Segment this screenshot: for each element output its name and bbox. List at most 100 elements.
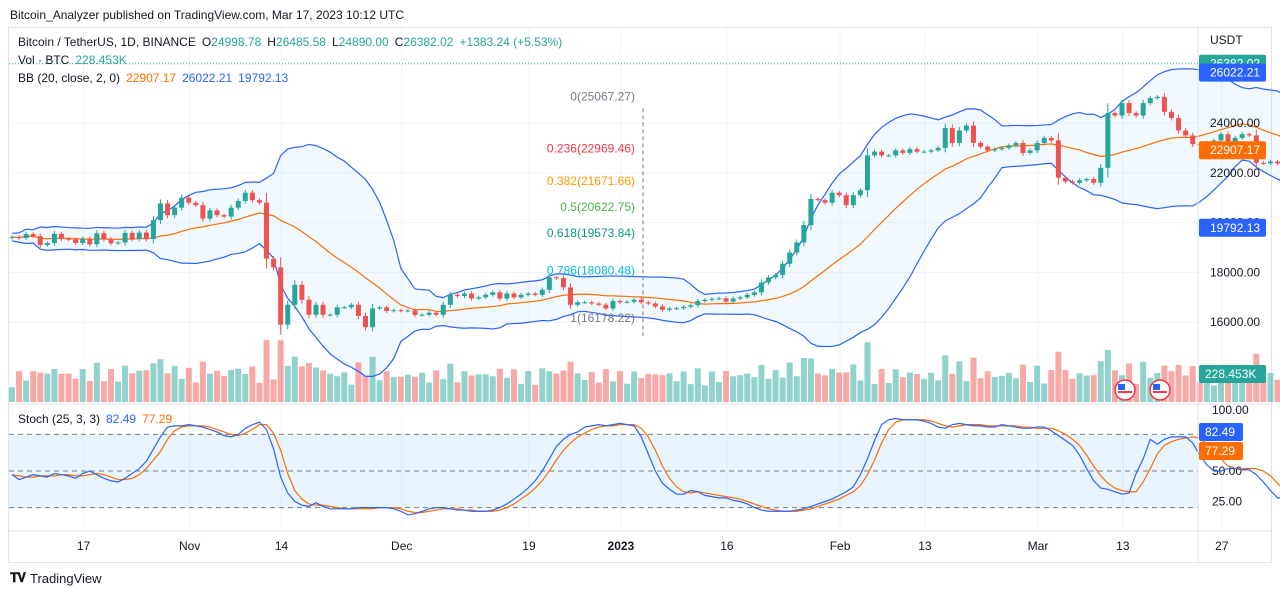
volume-bar bbox=[16, 371, 23, 402]
stoch-k-axis-badge bbox=[1199, 423, 1243, 441]
volume-bar bbox=[468, 375, 475, 402]
candle-body bbox=[624, 301, 630, 303]
candle-body bbox=[758, 282, 764, 293]
bb-upper-line bbox=[11, 68, 1280, 299]
volume-bar bbox=[199, 361, 206, 402]
candle-body bbox=[1070, 181, 1075, 183]
volume-bar bbox=[79, 368, 86, 402]
candle-body bbox=[370, 308, 376, 328]
candle-body bbox=[525, 293, 531, 295]
volume-bar bbox=[716, 382, 722, 402]
candle-body bbox=[1041, 137, 1047, 143]
candle-body bbox=[801, 225, 807, 243]
volume-axis-label: 228.453K bbox=[1205, 367, 1256, 381]
bb-lower-value: 19792.13 bbox=[238, 71, 289, 85]
volume-bar bbox=[482, 374, 489, 402]
us-flag-stripe bbox=[1153, 391, 1167, 393]
volume-bar bbox=[1182, 375, 1189, 402]
change-value: +1383.24 (+5.53%) bbox=[459, 35, 563, 49]
volume-bar bbox=[1168, 371, 1175, 402]
volume-bar bbox=[503, 377, 510, 402]
candle-body bbox=[1013, 142, 1019, 146]
volume-bar bbox=[1133, 383, 1140, 402]
volume-bar bbox=[228, 369, 235, 402]
candle-body bbox=[942, 127, 948, 148]
volume-bar bbox=[496, 368, 503, 402]
volume-bar bbox=[1267, 372, 1274, 402]
bb-lower-axis-badge bbox=[1199, 218, 1266, 237]
volume-bar bbox=[659, 375, 666, 402]
price-tick-label: 18000.00 bbox=[1210, 265, 1260, 279]
volume-bar bbox=[214, 370, 221, 402]
volume-bar bbox=[680, 371, 687, 402]
candle-body bbox=[1084, 179, 1090, 181]
volume-bar bbox=[723, 371, 730, 402]
volume-bar bbox=[546, 371, 553, 402]
candle-body bbox=[667, 308, 673, 310]
candle-body bbox=[681, 306, 687, 309]
fib-level-label: 1(16178.22) bbox=[570, 311, 635, 325]
candle-body bbox=[808, 198, 814, 226]
volume-bar bbox=[206, 373, 213, 402]
candle-body bbox=[1006, 145, 1012, 148]
candle-body bbox=[850, 195, 856, 206]
candle-body bbox=[794, 242, 800, 253]
candle-body bbox=[419, 314, 425, 316]
candle-body bbox=[9, 237, 15, 239]
fib-level-label: 0.618(19573.84) bbox=[547, 226, 635, 240]
candle-body bbox=[617, 301, 623, 303]
candle-body bbox=[1055, 140, 1061, 178]
volume-bar bbox=[341, 372, 348, 402]
candle-body bbox=[320, 304, 326, 315]
candle-body bbox=[737, 297, 743, 299]
candle-body bbox=[780, 263, 786, 275]
candle-body bbox=[879, 151, 885, 156]
volume-bar bbox=[602, 368, 609, 402]
stoch-k-axis-label: 82.49 bbox=[1205, 425, 1235, 439]
volume-bar bbox=[1140, 361, 1147, 402]
candle-body bbox=[864, 155, 870, 191]
bb-basis-axis-badge bbox=[1199, 141, 1266, 160]
candle-body bbox=[1133, 113, 1139, 116]
candle-body bbox=[1126, 103, 1132, 114]
candle-body bbox=[956, 130, 962, 143]
candle-body bbox=[249, 192, 255, 201]
volume-bar bbox=[143, 370, 150, 402]
bollinger-lines bbox=[11, 68, 1280, 378]
volume-bar bbox=[1232, 368, 1239, 402]
stoch-d-axis-label: 77.29 bbox=[1205, 444, 1235, 458]
volume-bar bbox=[822, 375, 829, 402]
candle-body bbox=[1225, 134, 1231, 143]
fib-level-label: 0(25067.27) bbox=[570, 89, 635, 103]
volume-bar bbox=[510, 369, 517, 402]
volume-bar bbox=[631, 371, 638, 402]
candle-body bbox=[264, 202, 270, 259]
volume-bar bbox=[984, 371, 991, 402]
volume-bar bbox=[348, 384, 355, 402]
candle-body bbox=[963, 125, 969, 131]
candle-body bbox=[836, 192, 842, 196]
candle-body bbox=[843, 195, 849, 206]
candle-body bbox=[539, 289, 545, 295]
candle-body bbox=[440, 304, 446, 315]
candle-body bbox=[603, 304, 609, 309]
volume-bar bbox=[419, 372, 426, 402]
volume-bar bbox=[447, 363, 454, 402]
volume-bar bbox=[949, 373, 956, 402]
candle-body bbox=[638, 299, 644, 303]
candle-body bbox=[1154, 96, 1160, 99]
stoch-tick-label: 25.00 bbox=[1212, 495, 1242, 509]
candle-body bbox=[765, 277, 771, 283]
volume-bar bbox=[185, 367, 192, 402]
candle-body bbox=[921, 151, 927, 153]
volume-bar bbox=[489, 376, 496, 402]
candle-body bbox=[822, 200, 828, 203]
candle-body bbox=[454, 294, 460, 297]
volume-bar bbox=[115, 381, 122, 402]
volume-bar bbox=[701, 385, 708, 402]
volume-bar bbox=[334, 376, 341, 402]
candle-body bbox=[730, 298, 736, 302]
volume-bar bbox=[1217, 366, 1224, 402]
candle-body bbox=[553, 277, 559, 279]
